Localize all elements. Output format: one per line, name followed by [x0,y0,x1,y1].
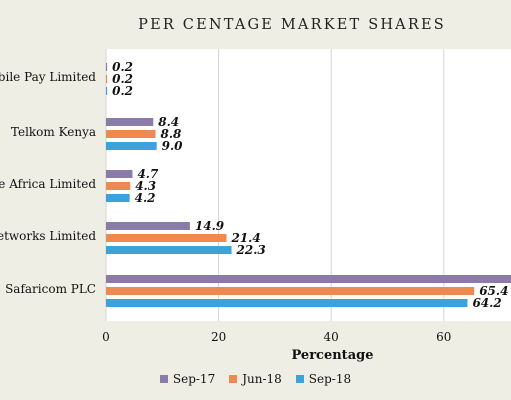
category-label: obile Pay Limited [0,70,96,84]
legend-swatch [229,375,238,383]
bar [106,182,131,190]
legend: Sep-17 Jun-18 Sep-18 [0,372,511,386]
bar-chart: 0.2 8.4 4.7 14.9 0.2 8.8 4.3 21.4 65.4 0.2 9.0 4.2 2… [0,49,511,344]
bar [106,287,475,295]
bar [106,275,511,283]
bar [106,118,154,126]
data-label: 8.8 [161,127,183,141]
legend-item: Sep-18 [295,372,352,386]
bar [106,194,130,202]
category-label: Safaricom PLC [5,282,96,296]
bar [106,170,133,178]
legend-item: Sep-17 [159,372,216,386]
x-axis-label: Percentage [291,348,374,363]
bar [106,75,108,83]
bar [106,222,190,230]
legend-label: Sep-18 [308,372,352,386]
x-tick-label: 60 [436,330,451,344]
data-label: 4.7 [137,167,159,181]
data-label: 0.2 [112,84,133,98]
bar [106,299,468,307]
data-label: 22.3 [236,243,266,257]
category-label: ve Africa Limited [0,177,96,191]
bar [106,142,157,150]
x-tick-label: 0 [102,330,110,344]
bar [106,63,108,71]
bar [106,87,108,95]
data-label: 9.0 [162,139,184,153]
chart-title: PER CENTAGE MARKET SHARES [138,17,446,33]
data-label: 14.9 [195,219,225,233]
legend-label: Sep-17 [172,372,216,386]
data-label: 21.4 [230,231,260,245]
category-label: Telkom Kenya [11,125,96,139]
data-label: 65.4 [479,284,508,298]
legend-swatch [295,375,304,383]
data-label: 4.3 [135,179,156,193]
legend-label: Jun-18 [242,372,282,386]
category-label: Networks Limited [0,229,96,243]
data-label: 64.2 [472,296,501,310]
bar [106,246,232,254]
bar [106,130,156,138]
x-tick-label: 40 [324,330,339,344]
data-label: 0.2 [112,60,133,74]
data-label: 0.2 [112,72,133,86]
legend-swatch [159,375,168,383]
x-tick-label: 20 [211,330,226,344]
data-label: 8.4 [158,115,179,129]
legend-item: Jun-18 [229,372,282,386]
data-label: 4.2 [135,191,156,205]
bar [106,234,227,242]
